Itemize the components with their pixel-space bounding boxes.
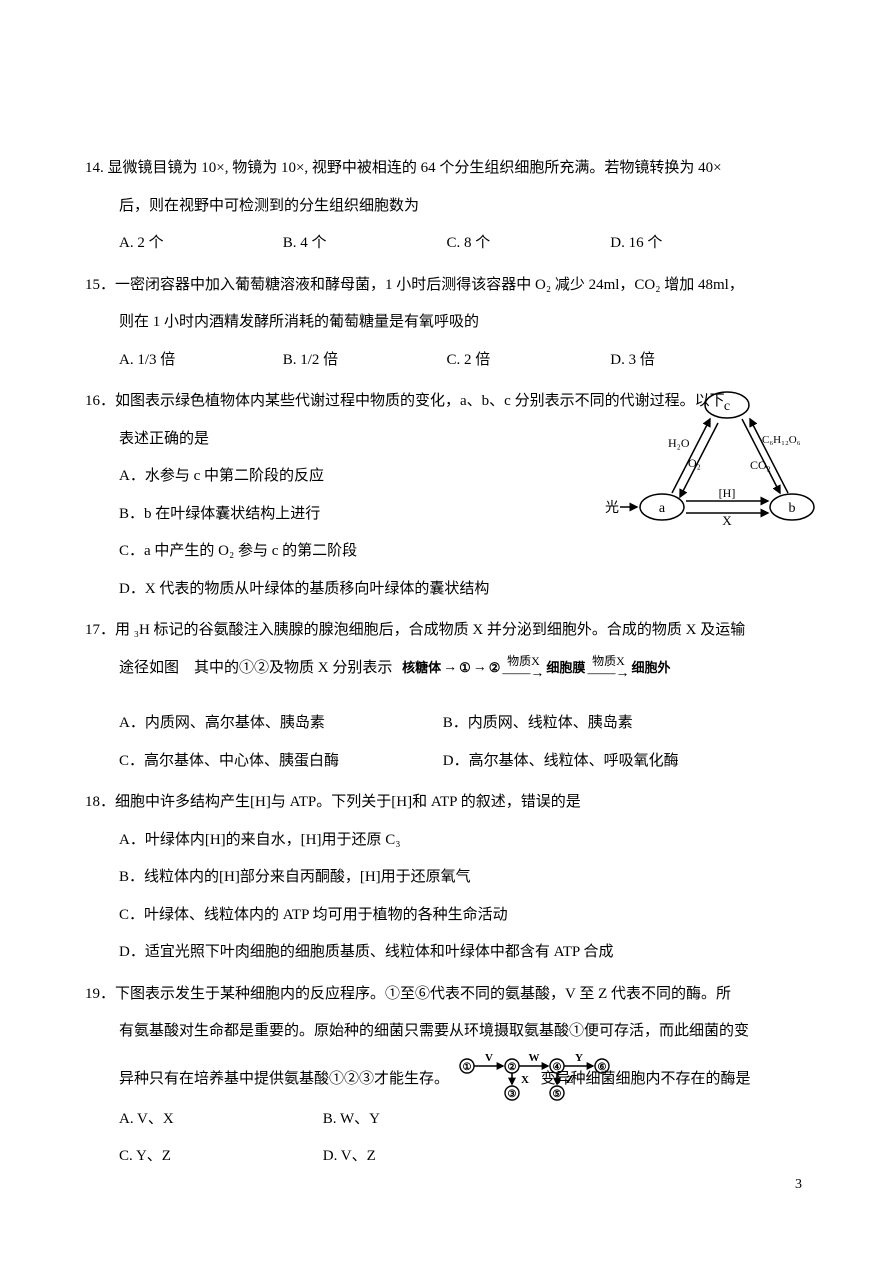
q17-node-membrane: 细胞膜 [546, 652, 585, 685]
q14-opt-c: C. 8 个 [447, 225, 607, 263]
q15-options: A. 1/3 倍 B. 1/2 倍 C. 2 倍 D. 3 倍 [85, 342, 812, 380]
q18-opt-b: B．线粒体内的[H]部分来自丙酮酸，[H]用于还原氧气 [119, 859, 812, 897]
q17-options-row1: A．内质网、高尔基体、胰岛素 B．内质网、线粒体、胰岛素 [85, 705, 812, 743]
q15-opt-c: C. 2 倍 [447, 342, 607, 380]
question-17: 17．用 ₃H 标记的谷氨酸注入胰腺的腺泡细胞后，合成物质 X 并分泌到细胞外。… [85, 612, 812, 780]
q17-node-1: ① [459, 652, 471, 685]
q15-stem-line1: 15．一密闭容器中加入葡萄糖溶液和酵母菌，1 小时后测得该容器中 O₂ 减少 2… [85, 267, 812, 305]
q15-opt-d: D. 3 倍 [610, 342, 770, 380]
question-14: 14. 显微镜目镜为 10×, 物镜为 10×, 视野中被相连的 64 个分生组… [85, 150, 812, 263]
q19-opt-b: B. W、Y [323, 1101, 523, 1139]
svg-text:[H]: [H] [719, 486, 736, 500]
svg-text:②: ② [507, 1062, 516, 1073]
q19-stem-post: 变异种细菌细胞内不存在的酶是 [541, 1071, 751, 1087]
q19-stem-pre: 异种只有在培养基中提供氨基酸①②③才能生存。 [119, 1071, 449, 1087]
q19-stem-line1: 19．下图表示发生于某种细胞内的反应程序。①至⑥代表不同的氨基酸，V 至 Z 代… [85, 976, 812, 1014]
svg-text:Y: Y [575, 1052, 583, 1064]
svg-text:光: 光 [605, 500, 619, 516]
page-number: 3 [795, 1167, 802, 1202]
question-18: 18．细胞中许多结构产生[H]与 ATP。下列关于[H]和 ATP 的叙述，错误… [85, 784, 812, 972]
svg-text:V: V [485, 1052, 493, 1064]
q17-opt-b: B．内质网、线粒体、胰岛素 [443, 705, 763, 743]
question-15: 15．一密闭容器中加入葡萄糖溶液和酵母菌，1 小时后测得该容器中 O₂ 减少 2… [85, 267, 812, 380]
q17-node-outside: 细胞外 [631, 652, 670, 685]
q15-opt-a: A. 1/3 倍 [119, 342, 279, 380]
q17-node-ribosome: 核糖体 [402, 652, 441, 685]
q18-opt-c: C．叶绿体、线粒体内的 ATP 均可用于植物的各种生命活动 [119, 897, 812, 935]
q18-opt-d: D．适宜光照下叶肉细胞的细胞质基质、线粒体和叶绿体中都含有 ATP 合成 [119, 934, 812, 972]
q17-node-2: ② [489, 652, 501, 685]
q18-options: A．叶绿体内[H]的来自水，[H]用于还原 C₃ B．线粒体内的[H]部分来自丙… [85, 822, 812, 972]
q16-opt-d: D．X 代表的物质从叶绿体的基质移向叶绿体的囊状结构 [119, 571, 812, 609]
q19-opt-d: D. V、Z [323, 1138, 523, 1176]
q17-flow-diagram: 核糖体 → ① → ② 物质X ——→ 细胞膜 物质X ——→ 细胞外 [402, 650, 670, 685]
question-16: 16．如图表示绿色植物体内某些代谢过程中物质的变化，a、b、c 分别表示不同的代… [85, 383, 812, 608]
svg-text:a: a [659, 501, 666, 516]
svg-text:CO₂: CO₂ [750, 458, 771, 472]
q19-stem-line3: 异种只有在培养基中提供氨基酸①②③才能生存。 ① ② ④ ⑥ ③ [85, 1051, 812, 1101]
svg-text:b: b [789, 501, 796, 516]
q14-options: A. 2 个 B. 4 个 C. 8 个 D. 16 个 [85, 225, 812, 263]
svg-text:①: ① [462, 1062, 471, 1073]
q18-opt-a: A．叶绿体内[H]的来自水，[H]用于还原 C₃ [119, 822, 812, 860]
q14-opt-b: B. 4 个 [283, 225, 443, 263]
q17-arrow-labeled-2: 物质X ——→ [587, 655, 629, 681]
q17-opt-a: A．内质网、高尔基体、胰岛素 [119, 705, 439, 743]
q17-opt-d: D．高尔基体、线粒体、呼吸氧化酶 [443, 743, 763, 781]
q14-opt-d: D. 16 个 [610, 225, 770, 263]
q17-arrow-labeled-1: 物质X ——→ [502, 655, 544, 681]
svg-text:⑤: ⑤ [552, 1089, 561, 1100]
q17-options-row2: C．高尔基体、中心体、胰蛋白酶 D．高尔基体、线粒体、呼吸氧化酶 [85, 743, 812, 781]
page: 14. 显微镜目镜为 10×, 物镜为 10×, 视野中被相连的 64 个分生组… [0, 0, 892, 1262]
q14-opt-a: A. 2 个 [119, 225, 279, 263]
svg-text:③: ③ [507, 1089, 516, 1100]
q19-options-row1: A. V、X B. W、Y [85, 1101, 812, 1139]
q14-stem-line2: 后，则在视野中可检测到的分生组织细胞数为 [85, 188, 812, 226]
q17-stem-line1: 17．用 ₃H 标记的谷氨酸注入胰腺的腺泡细胞后，合成物质 X 并分泌到细胞外。… [85, 612, 812, 650]
q18-stem: 18．细胞中许多结构产生[H]与 ATP。下列关于[H]和 ATP 的叙述，错误… [85, 784, 812, 822]
q19-opt-a: A. V、X [119, 1101, 319, 1139]
q19-opt-c: C. Y、Z [119, 1138, 319, 1176]
arrow-icon: → [473, 650, 487, 685]
arrow-icon: → [443, 650, 457, 685]
q19-options-row2: C. Y、Z D. V、Z [85, 1138, 812, 1176]
svg-text:W: W [528, 1052, 539, 1064]
svg-text:O₂: O₂ [688, 456, 701, 470]
q17-stem-line2: 途径如图 其中的①②及物质 X 分别表示 核糖体 → ① → ② 物质X ——→… [85, 650, 812, 688]
q15-opt-b: B. 1/2 倍 [283, 342, 443, 380]
q16-diagram: c a b 光 H₂O O₂ C₆H₁₂O₆ CO₂ [H] X [592, 387, 822, 537]
q17-stem-pre: 途径如图 其中的①②及物质 X 分别表示 [119, 660, 392, 676]
q14-stem-line1: 14. 显微镜目镜为 10×, 物镜为 10×, 视野中被相连的 64 个分生组… [85, 150, 812, 188]
q19-stem-line2: 有氨基酸对生命都是重要的。原始种的细菌只需要从环境摄取氨基酸①便可存活，而此细菌… [85, 1013, 812, 1051]
q16-opt-c: C．a 中产生的 O₂ 参与 c 的第二阶段 [119, 533, 812, 571]
q17-opt-c: C．高尔基体、中心体、胰蛋白酶 [119, 743, 439, 781]
svg-text:X: X [521, 1074, 529, 1086]
question-19: 19．下图表示发生于某种细胞内的反应程序。①至⑥代表不同的氨基酸，V 至 Z 代… [85, 976, 812, 1176]
svg-text:X: X [722, 513, 732, 528]
q15-stem-line2: 则在 1 小时内酒精发酵所消耗的葡萄糖量是有氧呼吸的 [85, 304, 812, 342]
svg-text:C₆H₁₂O₆: C₆H₁₂O₆ [762, 434, 801, 446]
svg-text:H₂O: H₂O [668, 436, 690, 450]
svg-text:c: c [724, 399, 730, 414]
